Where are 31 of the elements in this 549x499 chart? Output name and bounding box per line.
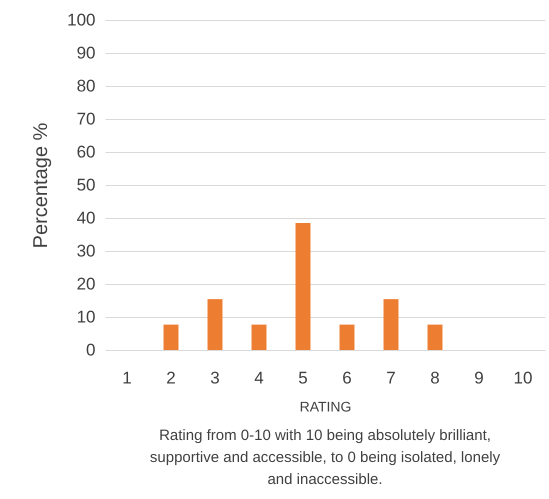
- y-tick-label: 80: [76, 76, 96, 96]
- text: Rating from 0-10 with 10 being absolutely brilliant, supportive and accessible, to 0 being isolated, lonely and inaccessible.: [150, 427, 501, 488]
- bar: [164, 324, 178, 350]
- y-tick-label: 100: [67, 10, 96, 30]
- y-tick-label: 0: [86, 340, 96, 360]
- bar: [340, 324, 354, 350]
- y-tick-label: 90: [76, 44, 96, 62]
- x-tick-label: 1: [122, 368, 132, 388]
- y-tick-label: 20: [76, 274, 96, 294]
- x-tick-label: 7: [386, 368, 396, 388]
- y-tick-label: 70: [76, 110, 96, 128]
- bar: [296, 222, 310, 350]
- bar: [208, 299, 222, 350]
- x-tick-label: 8: [430, 368, 440, 388]
- x-tick-label: 3: [210, 368, 220, 388]
- x-tick-label: 4: [254, 368, 264, 388]
- y-tick-label: 60: [76, 142, 96, 162]
- y-axis-title: Percentage %: [30, 122, 52, 248]
- bar: [428, 324, 442, 350]
- x-tick-label: 5: [298, 368, 308, 388]
- x-tick-label: 2: [166, 368, 176, 388]
- x-tick-label: 9: [474, 368, 484, 388]
- y-tick-label: 50: [76, 176, 96, 194]
- y-tick-label: 40: [76, 208, 96, 228]
- x-tick-label: 10: [514, 368, 532, 388]
- bar: [252, 324, 266, 350]
- x-tick-label: 6: [342, 368, 352, 388]
- y-tick-label: 10: [76, 308, 96, 326]
- y-tick-label: 30: [76, 242, 96, 260]
- x-axis-title: RATING: [300, 398, 352, 414]
- bar: [384, 299, 398, 350]
